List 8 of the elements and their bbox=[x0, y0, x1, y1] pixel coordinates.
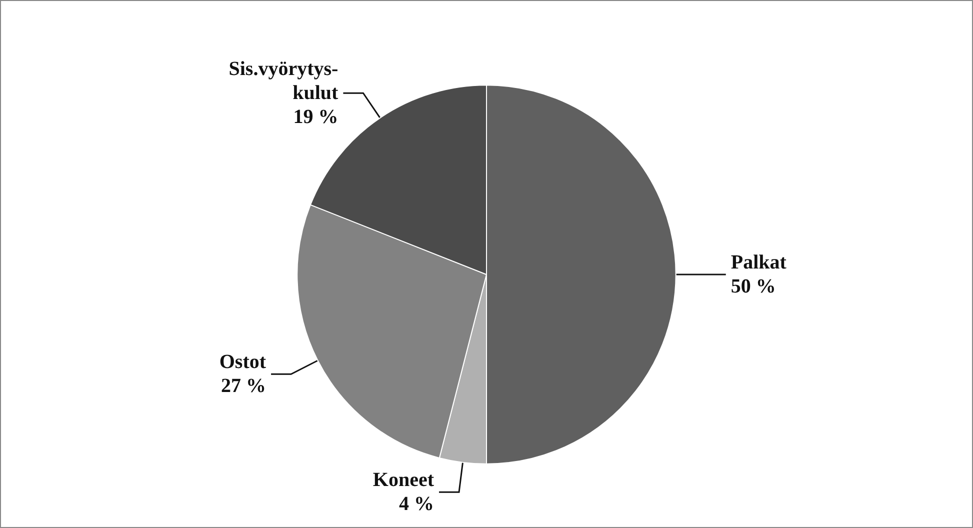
slice-label: Palkat bbox=[730, 252, 787, 274]
data-label: 4 % bbox=[399, 493, 434, 516]
data-label: 19 % bbox=[293, 106, 338, 128]
slice-label: Ostot bbox=[219, 351, 266, 374]
slice-label: Sis.vyörytys-kulut bbox=[228, 58, 339, 104]
data-label: 50 % bbox=[730, 276, 776, 298]
slice-label: Koneet bbox=[372, 469, 434, 492]
data-label: 27 % bbox=[221, 375, 266, 398]
